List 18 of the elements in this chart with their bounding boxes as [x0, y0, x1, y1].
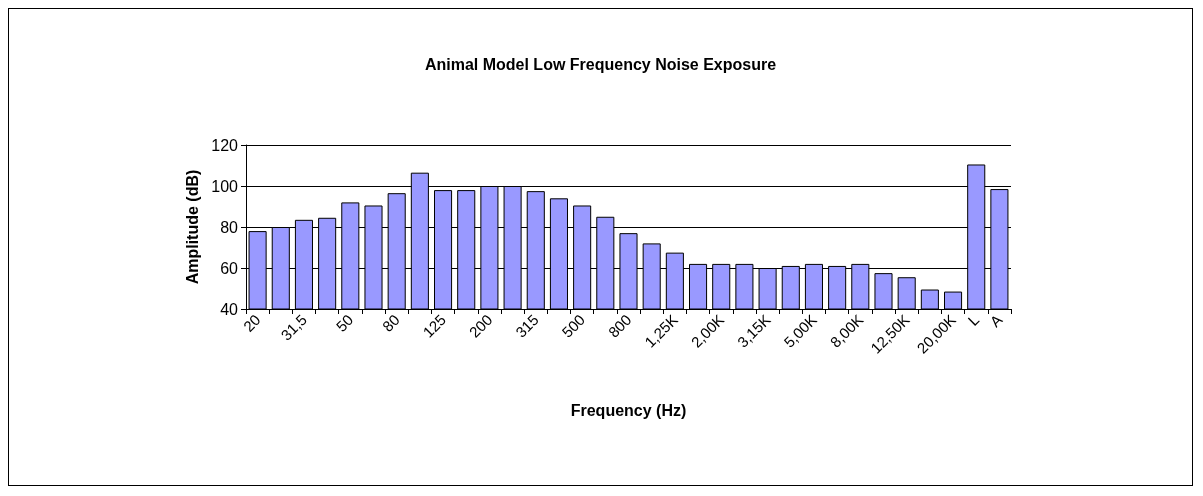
y-tick-label: 100: [211, 177, 239, 195]
y-tick-label: 120: [211, 136, 239, 154]
x-tick-label: A: [986, 310, 1006, 331]
y-tick-label: 60: [220, 259, 239, 277]
x-tick-label: 200: [465, 310, 496, 341]
x-tick-label: 800: [604, 310, 635, 341]
x-tick-label: 20: [239, 310, 264, 335]
x-tick-label: 315: [512, 310, 542, 341]
x-tick-label: 80: [378, 310, 403, 335]
x-tick-label: 125: [419, 310, 450, 341]
x-tick-label: 500: [558, 310, 589, 341]
x-tick-label: L: [964, 310, 983, 329]
chart-title: Animal Model Low Frequency Noise Exposure: [424, 55, 777, 73]
y-axis-title: Amplitude (dB): [183, 169, 201, 285]
x-axis-title: Frequency (Hz): [570, 401, 687, 419]
y-tick-label: 80: [220, 218, 239, 236]
x-tick-label: 50: [332, 310, 357, 335]
y-tick-label: 40: [220, 300, 239, 318]
